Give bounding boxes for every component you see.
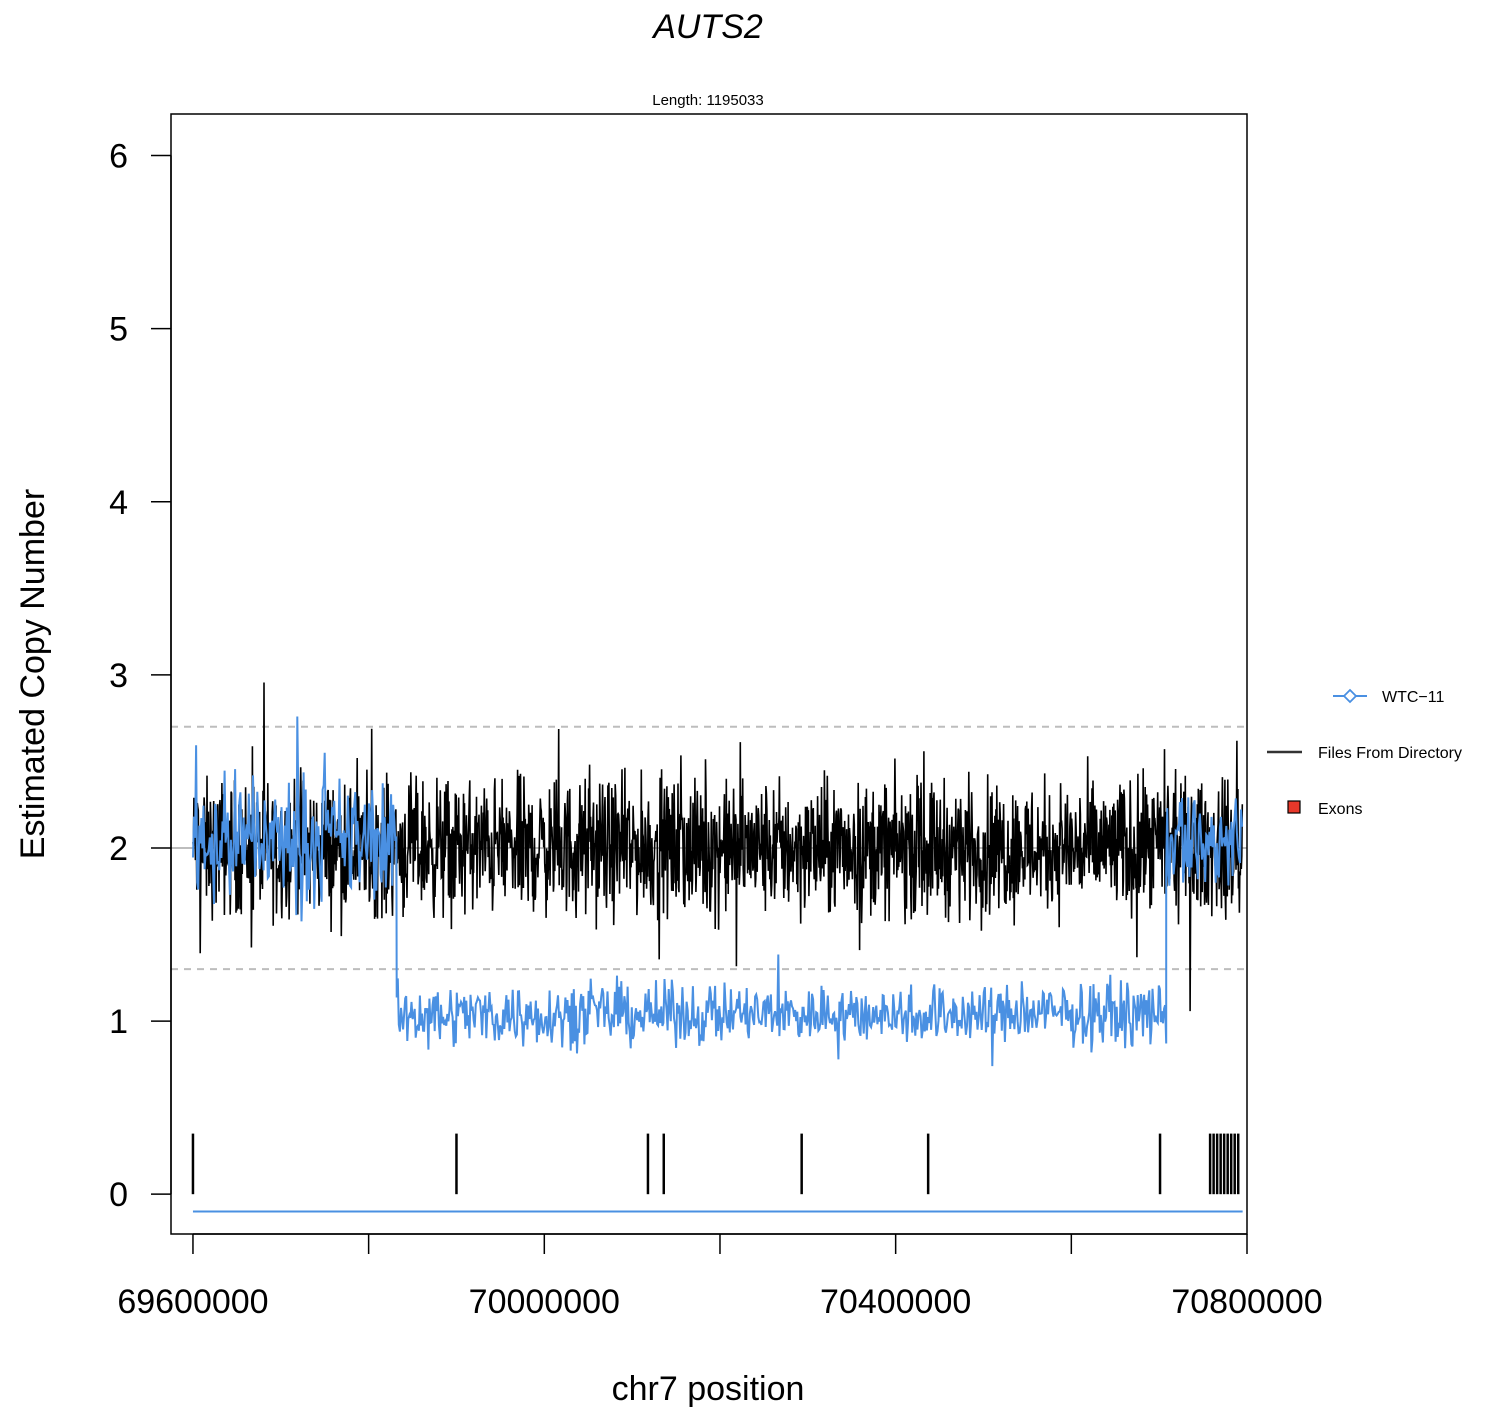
series-layer bbox=[192, 682, 1244, 1213]
x-tick-label: 69600000 bbox=[117, 1283, 268, 1321]
x-tick-label: 70800000 bbox=[1171, 1283, 1322, 1321]
y-tick-label: 1 bbox=[109, 1003, 128, 1041]
x-axis: 69600000 70000000 70400000 70800000 bbox=[117, 1233, 1323, 1321]
y-tick-label: 4 bbox=[109, 484, 128, 522]
y-tick-label: 6 bbox=[109, 138, 128, 176]
legend-diamond-icon bbox=[1342, 688, 1358, 704]
x-axis-label: chr7 position bbox=[612, 1370, 805, 1408]
x-tick-label: 70000000 bbox=[469, 1283, 620, 1321]
plot-frame bbox=[170, 113, 1248, 1235]
chart-title: AUTS2 bbox=[651, 8, 763, 46]
legend: WTC−11 Files From Directory Exons bbox=[1267, 688, 1462, 818]
series-line-files-from-directory bbox=[192, 682, 1244, 1012]
legend-label-exons: Exons bbox=[1318, 801, 1362, 818]
series-line-wtc-11 bbox=[192, 716, 1244, 1067]
y-tick-label: 0 bbox=[109, 1176, 128, 1214]
y-axis: 0 1 2 3 4 5 6 bbox=[109, 138, 172, 1214]
exon-marks bbox=[191, 1133, 1240, 1195]
y-tick-label: 2 bbox=[109, 830, 128, 868]
y-axis-label: Estimated Copy Number bbox=[14, 489, 52, 859]
y-tick-label: 5 bbox=[109, 311, 128, 349]
legend-label-wtc-11: WTC−11 bbox=[1382, 689, 1444, 706]
y-tick-label: 3 bbox=[109, 657, 128, 695]
legend-label-files-from-directory: Files From Directory bbox=[1318, 745, 1462, 762]
legend-box-exons bbox=[1287, 800, 1301, 814]
chart-subtitle: Length: 1195033 bbox=[652, 92, 764, 109]
x-tick-label: 70400000 bbox=[820, 1283, 971, 1321]
